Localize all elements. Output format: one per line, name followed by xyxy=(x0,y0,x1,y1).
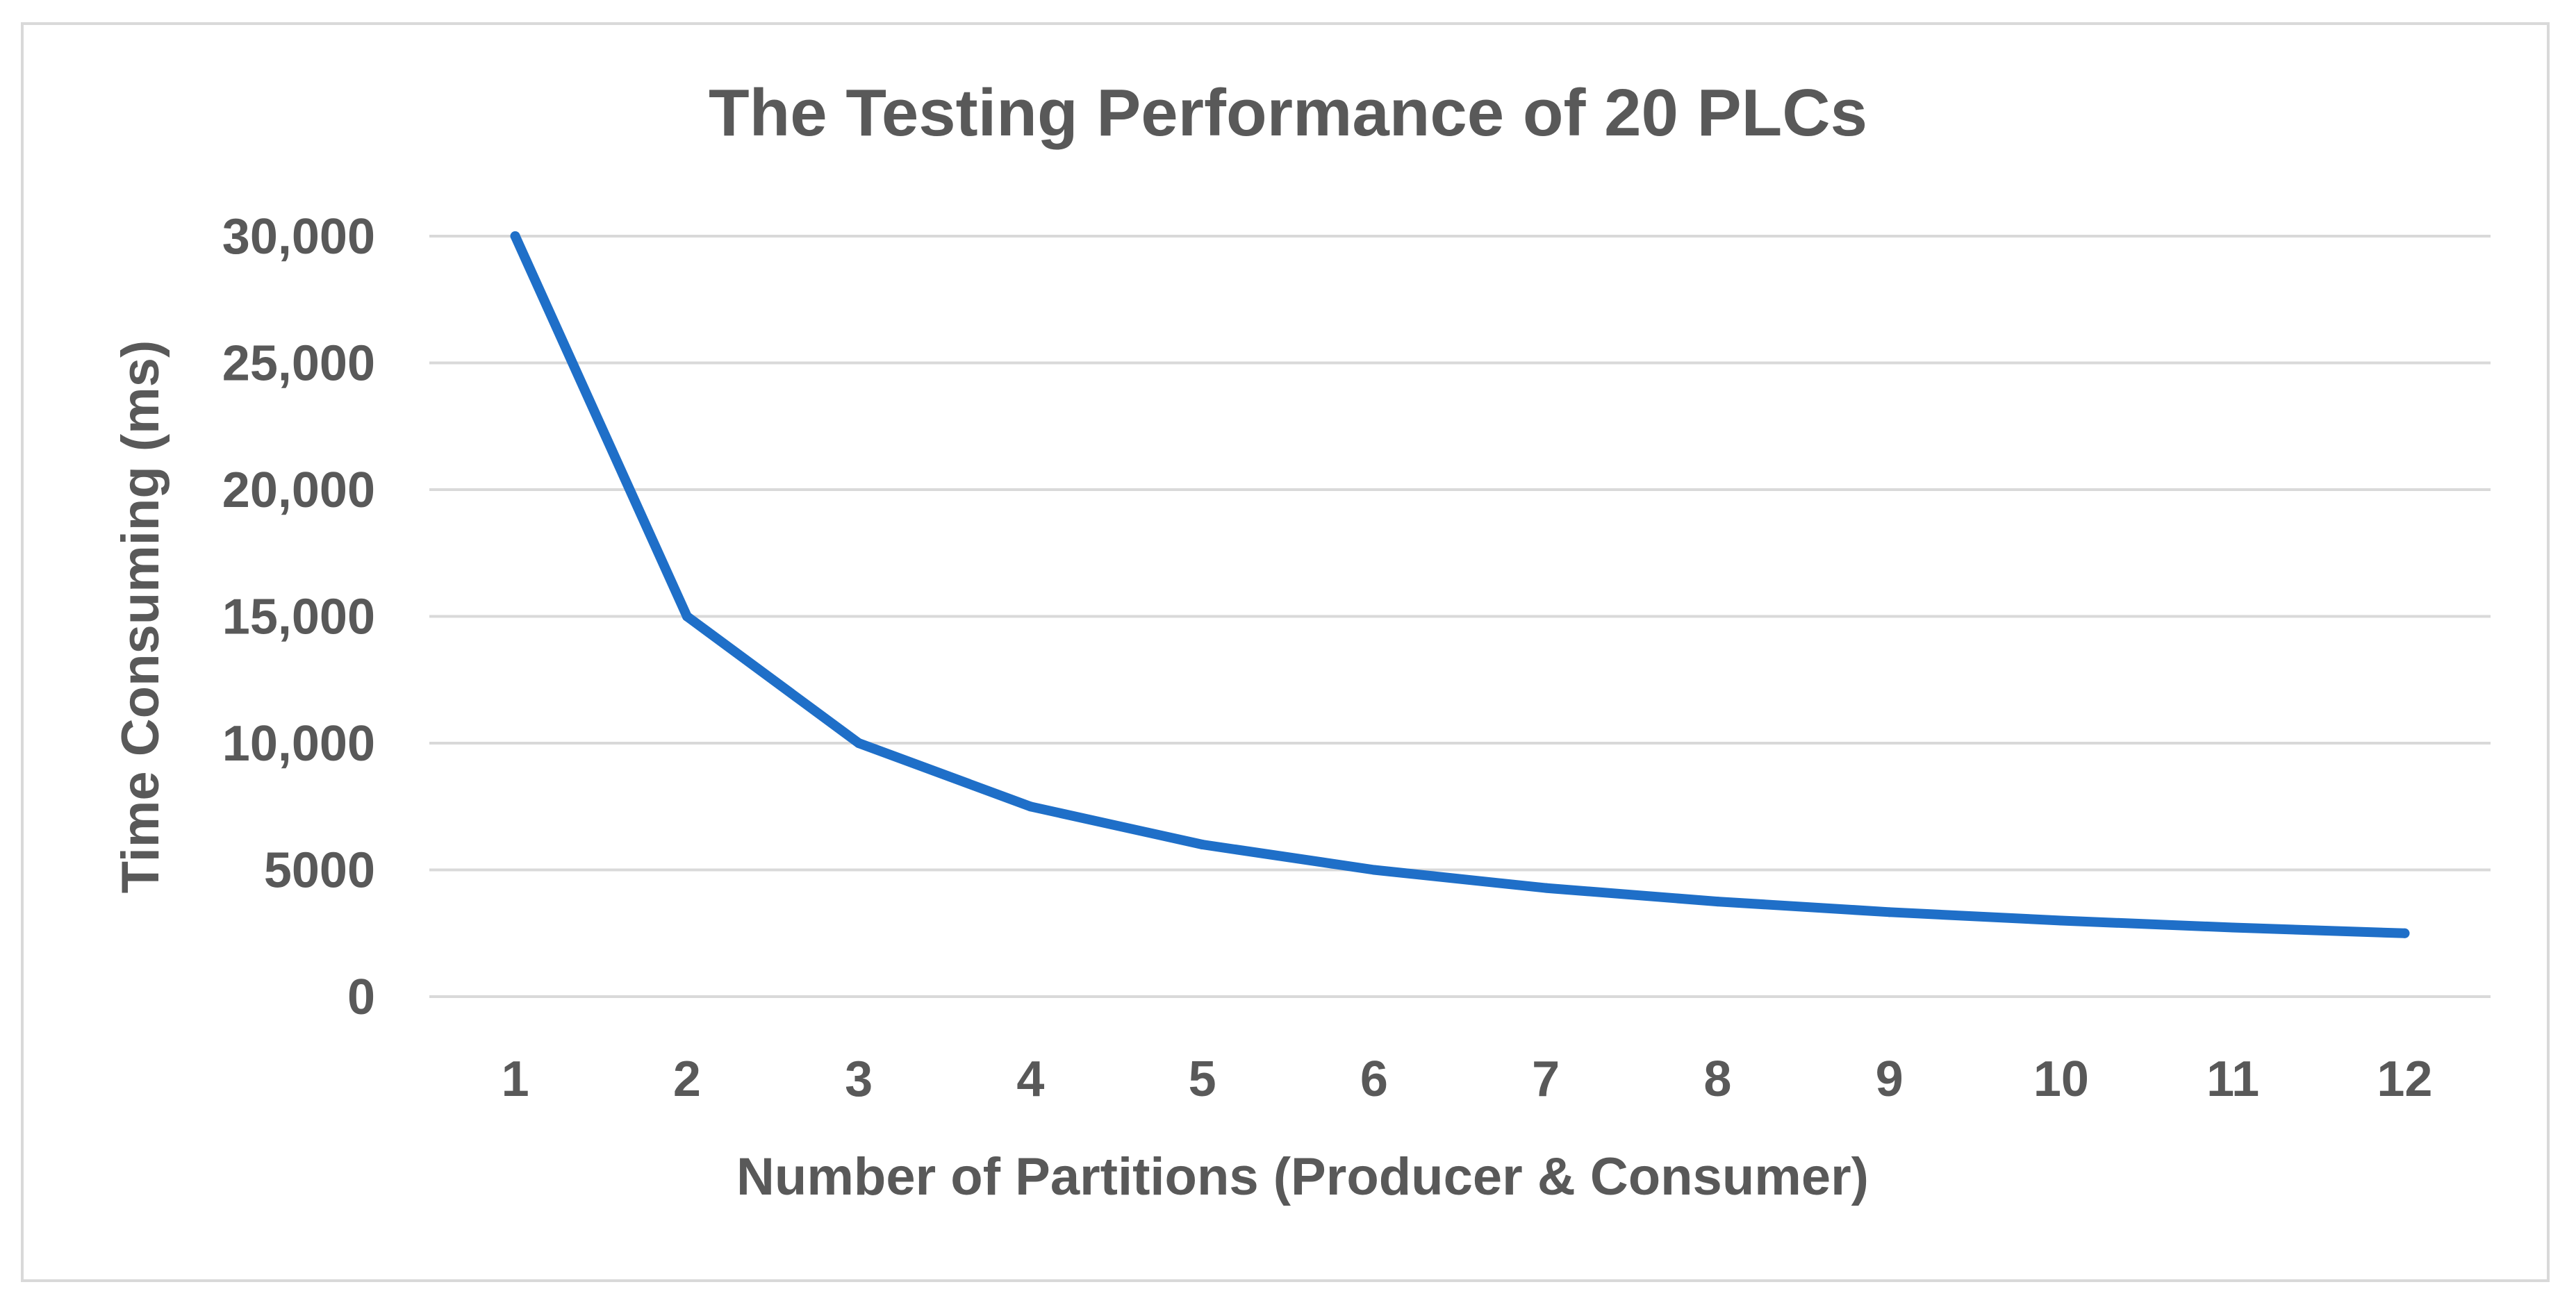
chart-frame xyxy=(21,22,2550,1282)
y-tick-label: 15,000 xyxy=(222,590,375,645)
y-tick-label: 5000 xyxy=(264,843,375,899)
data-point xyxy=(1197,840,1207,849)
x-tick-label: 7 xyxy=(1532,1052,1560,1107)
x-tick-label: 11 xyxy=(2206,1052,2259,1107)
x-tick-label: 9 xyxy=(1876,1052,1904,1107)
y-tick-label: 0 xyxy=(347,970,375,1025)
data-point xyxy=(682,611,692,622)
y-axis-title: Time Consuming (ms) xyxy=(111,340,170,894)
x-tick-label: 8 xyxy=(1703,1052,1731,1107)
x-tick-label: 12 xyxy=(2377,1052,2432,1107)
data-point xyxy=(854,738,864,748)
x-axis-title: Number of Partitions (Producer & Consume… xyxy=(736,1147,1869,1206)
data-point xyxy=(1884,907,1894,917)
data-point xyxy=(510,231,520,241)
series-layer xyxy=(510,231,2410,938)
data-point xyxy=(2056,915,2066,926)
x-tick-label: 2 xyxy=(673,1052,701,1107)
y-tick-label: 25,000 xyxy=(222,336,375,392)
chart-title: The Testing Performance of 20 PLCs xyxy=(709,76,1867,150)
y-tick-label: 30,000 xyxy=(222,209,375,265)
data-point xyxy=(1025,801,1036,812)
x-axis-ticks: 1 2 3 4 5 6 7 8 9 10 11 12 xyxy=(502,1052,2433,1107)
x-tick-label: 1 xyxy=(502,1052,529,1107)
data-point xyxy=(1712,897,1723,907)
y-tick-label: 10,000 xyxy=(222,716,375,772)
y-axis-ticks: 0 5000 10,000 15,000 20,000 25,000 30,000 xyxy=(222,209,375,1025)
x-tick-label: 10 xyxy=(2033,1052,2089,1107)
data-point xyxy=(1369,865,1379,875)
y-tick-label: 20,000 xyxy=(222,463,375,518)
gridlines xyxy=(429,235,2491,998)
x-tick-label: 6 xyxy=(1360,1052,1388,1107)
x-tick-label: 3 xyxy=(845,1052,873,1107)
series-line xyxy=(510,231,2410,938)
data-point xyxy=(2228,922,2238,933)
data-point xyxy=(2400,928,2410,938)
data-point xyxy=(1541,883,1551,893)
x-tick-label: 4 xyxy=(1016,1052,1044,1107)
x-tick-label: 5 xyxy=(1189,1052,1216,1107)
